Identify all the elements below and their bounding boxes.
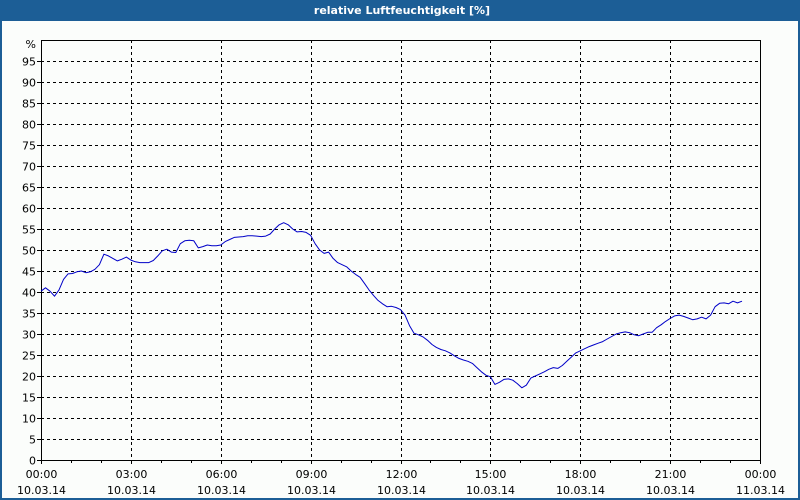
x-tick-date: 10.03.14 bbox=[556, 484, 605, 497]
x-axis-labels: 00:00 10.03.14 03:00 10.03.14 06:00 10.03.14 0… bbox=[17, 468, 785, 497]
y-tick-label: 50 bbox=[22, 245, 36, 258]
x-tick-date: 10.03.14 bbox=[466, 484, 515, 497]
x-tick-date: 10.03.14 bbox=[17, 484, 66, 497]
y-tick-label: 35 bbox=[22, 308, 36, 321]
x-tick-time: 03:00 bbox=[116, 468, 148, 481]
y-tick-label: 95 bbox=[22, 56, 36, 69]
y-tick-label: 65 bbox=[22, 182, 36, 195]
x-tick-time: 21:00 bbox=[655, 468, 687, 481]
humidity-series-line bbox=[40, 222, 743, 389]
y-tick-label: 25 bbox=[22, 350, 36, 363]
y-tick-label: 85 bbox=[22, 98, 36, 111]
x-tick-date: 10.03.14 bbox=[107, 484, 156, 497]
y-tick-label: 15 bbox=[22, 392, 36, 405]
plot-border bbox=[41, 40, 761, 461]
x-tick-time: 00:00 bbox=[26, 468, 58, 481]
y-tick-label: 5 bbox=[29, 434, 36, 447]
x-tick-date: 11.03.14 bbox=[736, 484, 785, 497]
x-tick-date: 10.03.14 bbox=[197, 484, 246, 497]
x-tick-date: 10.03.14 bbox=[287, 484, 336, 497]
y-axis-labels: 0 5 10 15 20 25 30 35 40 45 50 55 60 65 70 75 80 85 90 95% bbox=[22, 38, 36, 468]
x-tick-date: 10.03.14 bbox=[377, 484, 426, 497]
y-tick-label: 70 bbox=[22, 161, 36, 174]
chart-title: relative Luftfeuchtigkeit [%] bbox=[2, 0, 800, 21]
y-tick-label: 40 bbox=[22, 287, 36, 300]
axes bbox=[37, 40, 761, 464]
x-tick-time: 00:00 bbox=[745, 468, 777, 481]
x-tick-time: 12:00 bbox=[386, 468, 418, 481]
y-tick-label: 60 bbox=[22, 203, 36, 216]
y-tick-label: 0 bbox=[29, 455, 36, 468]
y-tick-label: 90 bbox=[22, 77, 36, 90]
y-tick-label: 45 bbox=[22, 266, 36, 279]
x-tick-time: 09:00 bbox=[296, 468, 328, 481]
x-tick-time: 18:00 bbox=[565, 468, 597, 481]
y-tick-label: 30 bbox=[22, 329, 36, 342]
y-tick-label: 10 bbox=[22, 413, 36, 426]
y-tick-label: 80 bbox=[22, 119, 36, 132]
y-tick-label: 55 bbox=[22, 224, 36, 237]
x-tick-date: 10.03.14 bbox=[646, 484, 695, 497]
grid-lines bbox=[41, 40, 760, 460]
x-tick-time: 06:00 bbox=[206, 468, 238, 481]
y-tick-label: 75 bbox=[22, 140, 36, 153]
y-unit-label: % bbox=[26, 38, 36, 51]
y-tick-label: 20 bbox=[22, 371, 36, 384]
x-tick-time: 15:00 bbox=[475, 468, 507, 481]
